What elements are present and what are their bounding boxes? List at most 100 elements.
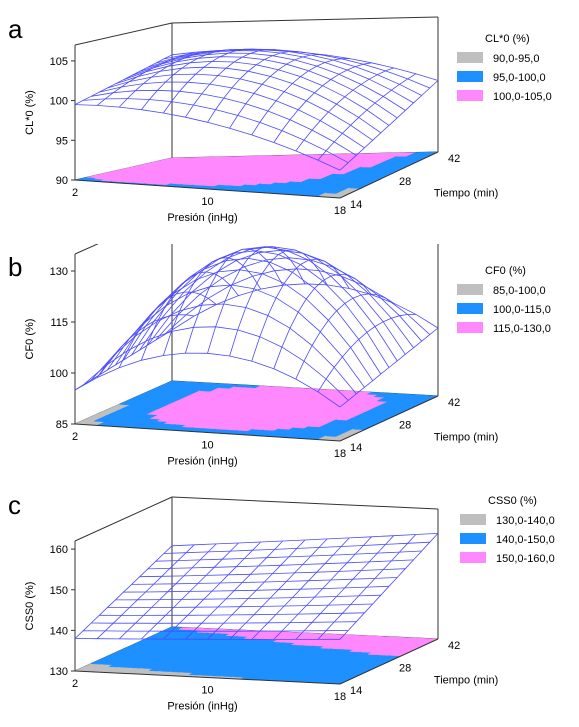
legend-swatch xyxy=(457,322,483,333)
mesh-line xyxy=(171,49,439,81)
mesh-line xyxy=(74,638,341,640)
mesh-line xyxy=(91,89,357,156)
z-tick-label: 95 xyxy=(56,135,68,147)
mesh-line xyxy=(147,249,414,349)
mesh-line xyxy=(155,550,422,562)
legend-label: 150,0-160,0 xyxy=(496,553,555,565)
z-tick-label: 100 xyxy=(50,368,68,380)
z-tick-label: 105 xyxy=(50,56,68,68)
chart-panel-c: 130 140 150 160 2 10 18 14 28 42 Presión (inHg) Tie… xyxy=(0,484,579,724)
mesh-line xyxy=(106,269,374,381)
x-tick-label: 2 xyxy=(72,678,78,690)
y-axis-line xyxy=(339,151,439,199)
surface-chart-b: 85 100 115 130 2 10 18 14 28 42 Presión (inHg) Tiem… xyxy=(24,244,551,468)
legend-swatch xyxy=(460,552,486,563)
mesh-line xyxy=(74,104,341,171)
x-tick-label: 2 xyxy=(72,187,78,199)
box-edge xyxy=(171,496,439,510)
box-edge xyxy=(171,16,439,24)
mesh-line xyxy=(123,60,390,126)
x-tick-label: 18 xyxy=(334,205,346,217)
z-axis-label: CL*0 (%) xyxy=(24,90,36,135)
legend-swatch xyxy=(460,533,486,544)
legend-swatch xyxy=(457,52,483,63)
mesh-line xyxy=(140,271,239,361)
x-axis-line xyxy=(74,179,341,199)
legend-label: 115,0-130,0 xyxy=(493,323,551,335)
legend-swatch xyxy=(460,514,486,525)
legend-swatch xyxy=(457,284,483,295)
z-tick-label: 130 xyxy=(50,666,68,678)
legend-label: 90,0-95,0 xyxy=(493,53,539,65)
z-tick-label: 140 xyxy=(50,625,68,637)
y-tick-label: 42 xyxy=(448,640,460,652)
surface-chart-c: 130 140 150 160 2 10 18 14 28 42 Presión (inHg) Tie… xyxy=(24,495,555,713)
mesh-line xyxy=(131,56,398,119)
legend-title: CL*0 (%) xyxy=(485,33,530,45)
mesh-line xyxy=(147,559,414,570)
y-axis-label: Tiempo (min) xyxy=(434,431,498,443)
mesh-line xyxy=(83,630,349,632)
mesh-line xyxy=(273,62,372,143)
z-tick-label: 160 xyxy=(50,544,68,556)
y-tick-label: 42 xyxy=(448,153,460,165)
legend-label: 100,0-105,0 xyxy=(493,91,552,103)
y-tick-label: 28 xyxy=(399,176,411,188)
mesh-line xyxy=(317,73,417,161)
box-edge xyxy=(74,244,99,255)
mesh-line xyxy=(163,541,430,554)
legend-title: CF0 (%) xyxy=(485,265,526,277)
mesh-line xyxy=(115,257,382,375)
panel-letter-b: b xyxy=(8,252,23,282)
mesh-line xyxy=(139,52,406,111)
z-tick-label: 100 xyxy=(50,96,68,108)
mesh-line xyxy=(139,246,406,355)
mesh-line xyxy=(99,612,365,616)
x-tick-label: 18 xyxy=(334,691,346,703)
x-axis-label: Presión (inHg) xyxy=(167,212,237,224)
x-axis-label: Presión (inHg) xyxy=(167,456,237,468)
x-tick-label: 10 xyxy=(201,685,213,697)
y-tick-label: 28 xyxy=(399,663,411,675)
mesh-line xyxy=(91,621,357,624)
mesh-line xyxy=(171,533,439,547)
z-tick-label: 130 xyxy=(50,266,68,278)
mesh-line xyxy=(273,536,372,640)
y-axis-label: Tiempo (min) xyxy=(434,188,498,200)
y-tick-label: 14 xyxy=(350,199,362,211)
legend-label: 95,0-100,0 xyxy=(493,72,546,84)
mesh-line xyxy=(139,568,406,578)
box-edge xyxy=(74,496,173,542)
mesh-line xyxy=(155,257,423,342)
mesh-line xyxy=(171,283,439,331)
mesh-line xyxy=(131,577,398,585)
mesh-line xyxy=(147,50,414,104)
mesh-line xyxy=(82,326,349,401)
y-tick-label: 14 xyxy=(350,685,362,697)
x-tick-label: 10 xyxy=(201,440,213,452)
legend-label: 140,0-150,0 xyxy=(496,534,555,546)
mesh-line xyxy=(251,537,350,640)
mesh-line xyxy=(251,58,350,136)
x-tick-label: 2 xyxy=(72,431,78,443)
mesh-line xyxy=(115,66,382,134)
panel-letter-c: c xyxy=(8,490,21,520)
mesh-line xyxy=(107,73,373,141)
x-tick-label: 18 xyxy=(334,448,346,460)
x-axis-line xyxy=(74,670,341,685)
x-tick-label: 10 xyxy=(201,196,213,208)
z-axis-label: CF0 (%) xyxy=(24,319,36,360)
box-edge xyxy=(74,22,173,46)
z-tick-label: 85 xyxy=(56,419,68,431)
z-axis-label: CSS0 (%) xyxy=(24,582,36,631)
y-axis-line xyxy=(339,395,439,442)
legend-title: CSS0 (%) xyxy=(488,495,537,507)
mesh-line xyxy=(90,303,357,395)
surface-chart-a: 90 95 100 105 2 10 18 14 28 42 Presión (inHg) Tiemp… xyxy=(24,16,552,224)
legend-swatch xyxy=(457,90,483,101)
mesh-line xyxy=(74,352,341,408)
x-axis-label: Presión (inHg) xyxy=(167,701,237,713)
legend-label: 85,0-100,0 xyxy=(493,285,546,297)
y-tick-label: 14 xyxy=(350,442,362,454)
mesh-line xyxy=(131,246,398,362)
